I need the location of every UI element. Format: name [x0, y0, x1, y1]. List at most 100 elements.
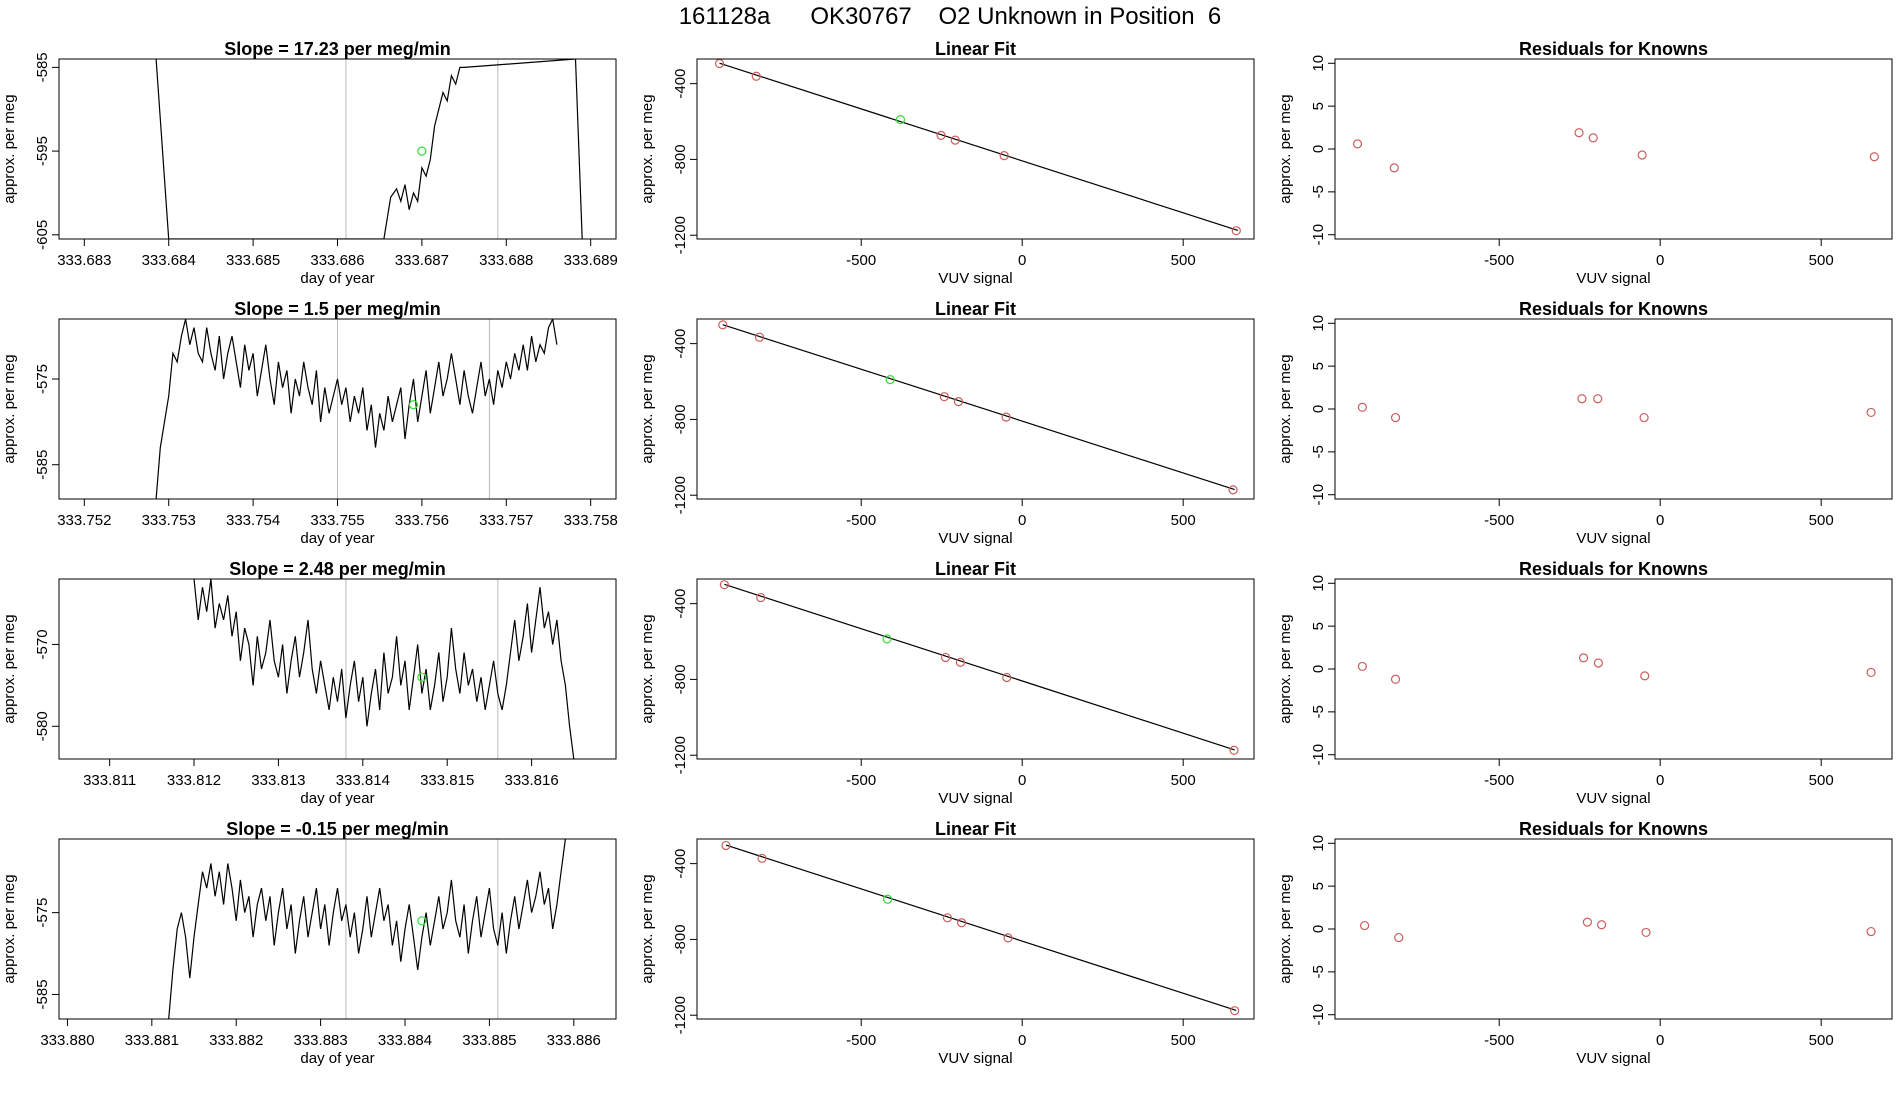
y-tick-label: -10 [1310, 744, 1327, 766]
plot-frame [58, 318, 617, 500]
y-tick-label: -400 [672, 329, 689, 359]
y-tick-label: -585 [34, 52, 51, 82]
known-point [1001, 412, 1011, 422]
plot-frame [58, 58, 617, 240]
y-tick-label: 10 [1310, 55, 1327, 72]
y-tick-label: -800 [672, 404, 689, 434]
y-tick-label: -5 [1310, 965, 1327, 978]
x-tick-label: 333.884 [378, 1032, 432, 1049]
y-tick-label: -10 [1310, 1004, 1327, 1026]
y-tick-label: 0 [1310, 145, 1327, 153]
known-point [756, 592, 766, 603]
known-point [1637, 150, 1647, 160]
x-tick-label: 333.686 [310, 252, 364, 269]
panel-3-3: Residuals for Knowns VUV signal approx. pe… [1277, 559, 1893, 807]
fit-line [719, 62, 1239, 232]
plot-area [155, 59, 583, 239]
panel-2-2: Linear Fit VUV signal approx. per meg -500 0… [639, 299, 1255, 547]
plot-area [168, 839, 566, 1019]
x-tick-label: 0 [1018, 252, 1026, 269]
y-tick-label: -575 [34, 898, 51, 928]
known-point [1574, 128, 1584, 138]
plot-frame [696, 838, 1255, 1020]
known-point [1229, 745, 1239, 755]
x-tick-label: -500 [846, 252, 876, 269]
x-tick-label: -500 [1484, 512, 1514, 529]
panel-4-2: Linear Fit VUV signal approx. per meg -500 0… [639, 819, 1255, 1067]
x-tick-label: 333.689 [564, 252, 618, 269]
y-tick-label: -400 [672, 849, 689, 879]
x-tick-label: 333.882 [209, 1032, 263, 1049]
panel-4-3: Residuals for Knowns VUV signal approx. pe… [1277, 819, 1893, 1067]
x-tick-label: 333.814 [336, 772, 390, 789]
fit-line [724, 583, 1235, 751]
y-tick-label: -1200 [672, 996, 689, 1034]
plot-area [155, 319, 558, 499]
data-series-line [155, 59, 583, 239]
x-tick-label: 333.883 [294, 1032, 348, 1049]
y-tick-label: -595 [34, 136, 51, 166]
known-point [754, 332, 765, 342]
y-axis-label: approx. per meg [1277, 874, 1294, 983]
known-point [1866, 926, 1876, 937]
known-point [1593, 658, 1603, 668]
unknown-point [882, 634, 892, 644]
x-tick-label: 333.683 [57, 252, 111, 269]
y-tick-label: 0 [1310, 405, 1327, 413]
y-axis-label: approx. per meg [1, 354, 18, 463]
known-point [1866, 667, 1876, 678]
panel-title: Residuals for Knowns [1519, 299, 1708, 319]
fit-line [722, 324, 1235, 491]
known-point [1389, 163, 1399, 173]
known-point [1866, 407, 1876, 418]
y-axis-label: approx. per meg [639, 354, 656, 463]
known-point [751, 71, 761, 81]
y-tick-label: -800 [672, 924, 689, 954]
known-point [1588, 133, 1598, 143]
known-point [1577, 394, 1587, 404]
x-tick-label: 333.687 [395, 252, 449, 269]
x-tick-label: 500 [1809, 252, 1834, 269]
y-tick-label: -5 [1310, 445, 1327, 458]
unknown-point [885, 375, 895, 385]
x-tick-label: 500 [1809, 772, 1834, 789]
known-point [1390, 674, 1401, 684]
data-series-line [168, 839, 566, 1019]
data-series-line [155, 319, 558, 499]
y-axis-label: approx. per meg [1, 94, 18, 203]
panel-1-3: Residuals for Knowns VUV signal approx. pe… [1277, 39, 1893, 287]
x-tick-label: 333.684 [142, 252, 196, 269]
x-axis-label: VUV signal [938, 270, 1012, 287]
x-tick-label: 333.755 [310, 512, 364, 529]
y-tick-label: 5 [1310, 622, 1327, 630]
x-axis-label: day of year [300, 270, 374, 287]
panel-title: Slope = 1.5 per meg/min [234, 299, 441, 319]
y-axis-label: approx. per meg [639, 874, 656, 983]
plot-area [1357, 394, 1876, 423]
known-point [1230, 1006, 1240, 1016]
x-tick-label: 333.880 [40, 1032, 94, 1049]
x-tick-label: -500 [1484, 772, 1514, 789]
known-point [957, 918, 967, 928]
x-tick-label: 333.688 [479, 252, 533, 269]
x-tick-label: 333.881 [125, 1032, 179, 1049]
x-axis-label: day of year [300, 530, 374, 547]
known-point [714, 59, 725, 69]
known-point [757, 853, 767, 863]
plot-frame [1334, 58, 1893, 240]
plot-area [714, 59, 1241, 236]
y-tick-label: -800 [672, 144, 689, 174]
x-tick-label: -500 [846, 512, 876, 529]
panel-2-3: Residuals for Knowns VUV signal approx. pe… [1277, 299, 1893, 547]
y-tick-label: -10 [1310, 224, 1327, 246]
y-tick-label: 5 [1310, 102, 1327, 110]
y-tick-label: -585 [34, 450, 51, 480]
known-point [1002, 672, 1012, 683]
x-tick-label: 333.752 [57, 512, 111, 529]
x-axis-label: VUV signal [1576, 1050, 1650, 1067]
y-tick-label: -1200 [672, 216, 689, 254]
x-tick-label: 500 [1171, 252, 1196, 269]
y-axis-label: approx. per meg [1277, 354, 1294, 463]
plot-frame [58, 838, 617, 1020]
x-tick-label: 500 [1809, 512, 1834, 529]
